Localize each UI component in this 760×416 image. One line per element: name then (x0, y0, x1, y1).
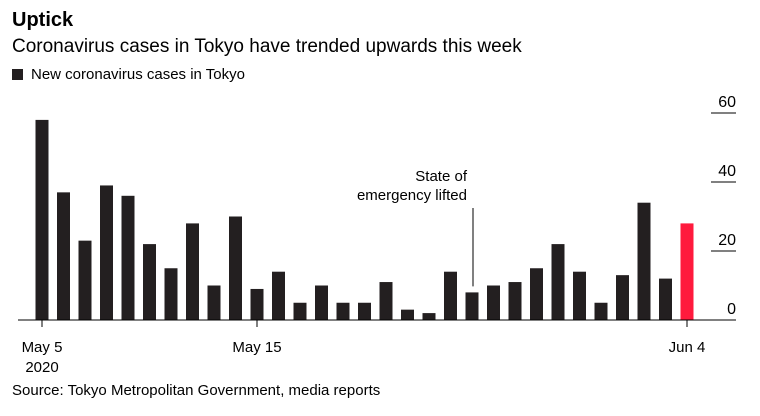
bar (573, 271, 586, 320)
bar (616, 275, 629, 320)
bars-group (35, 119, 694, 321)
x-axis: May 5 2020 May 15 Jun 4 (18, 319, 736, 376)
bar (401, 309, 414, 320)
bar (530, 268, 543, 320)
bar (121, 195, 135, 320)
y-tick-label: 40 (718, 163, 736, 180)
y-tick-label: 60 (718, 94, 736, 111)
x-tick-label: Jun 4 (669, 339, 706, 356)
legend: New coronavirus cases in Tokyo (12, 66, 245, 83)
bar (336, 302, 350, 320)
bar (379, 282, 393, 320)
x-tick-label: May 15 (232, 339, 281, 356)
bar (143, 244, 156, 320)
x-tick-label: May 5 (22, 339, 63, 356)
chart-title: Uptick (12, 9, 74, 31)
bar (35, 119, 49, 321)
x-tick-sublabel: 2020 (25, 359, 58, 376)
bar-highlight (680, 223, 694, 320)
bar (551, 244, 565, 320)
y-axis: 0 20 40 60 (711, 94, 736, 321)
annotation-text-line2: emergency lifted (357, 187, 467, 204)
bar (164, 268, 178, 320)
bar (508, 282, 522, 320)
bar (78, 240, 92, 320)
bar (637, 202, 651, 320)
source-note: Source: Tokyo Metropolitan Government, m… (12, 382, 381, 399)
bar (444, 271, 457, 320)
legend-label: New coronavirus cases in Tokyo (31, 66, 245, 83)
y-tick-label: 0 (727, 301, 736, 318)
chart-subtitle: Coronavirus cases in Tokyo have trended … (12, 36, 522, 57)
bar (358, 302, 371, 320)
legend-swatch (12, 69, 23, 80)
bar (315, 285, 328, 320)
bar (57, 192, 70, 320)
bar (465, 292, 479, 320)
bar (659, 278, 672, 320)
bar (250, 288, 264, 320)
bar (186, 223, 199, 320)
bar (272, 271, 285, 320)
annotation-text-line1: State of (415, 168, 468, 185)
bar (487, 285, 500, 320)
bar (422, 313, 436, 320)
bar (594, 302, 608, 320)
bar (100, 185, 113, 320)
y-tick-label: 20 (718, 232, 736, 249)
annotation-group: State of emergency lifted (357, 168, 474, 287)
bar (229, 216, 242, 320)
bar (207, 285, 221, 320)
bar (293, 302, 307, 320)
